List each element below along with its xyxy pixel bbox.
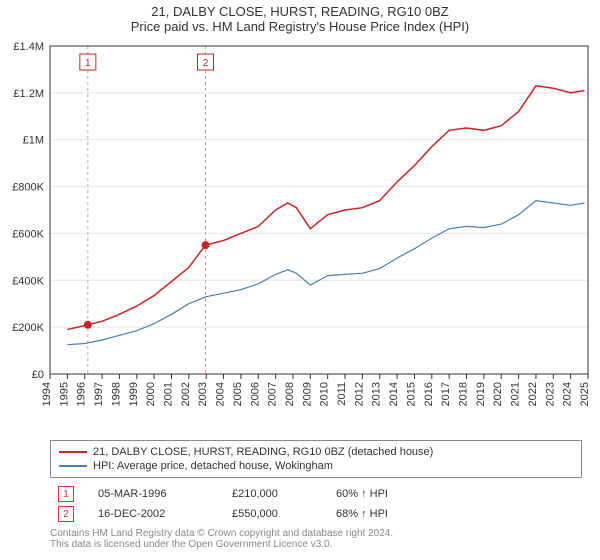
chart-subtitle: Price paid vs. HM Land Registry's House … (0, 19, 600, 36)
svg-text:£200K: £200K (12, 322, 44, 334)
chart-area: £0 £200K £400K £600K £800K £1M £1.2M £1.4M 1994 1… (0, 36, 600, 436)
svg-text:£400K: £400K (12, 275, 44, 287)
legend-item: HPI: Average price, detached house, Woki… (59, 459, 573, 473)
sale-badge: 1 (58, 486, 74, 502)
svg-text:2013: 2013 (371, 382, 383, 406)
svg-text:2000: 2000 (145, 382, 157, 406)
svg-text:2025: 2025 (579, 382, 591, 406)
sale-relative: 60% ↑ HPI (336, 488, 426, 500)
sale-date: 05-MAR-1996 (98, 488, 208, 500)
sale-row: 2 16-DEC-2002 £550,000 68% ↑ HPI (58, 504, 574, 524)
svg-text:£1M: £1M (23, 135, 44, 147)
svg-text:1999: 1999 (128, 382, 140, 406)
sale-row: 1 05-MAR-1996 £210,000 60% ↑ HPI (58, 484, 574, 504)
svg-text:£1.4M: £1.4M (13, 41, 44, 53)
attribution: Contains HM Land Registry data © Crown c… (50, 528, 582, 550)
svg-text:2001: 2001 (162, 382, 174, 406)
sale-date: 16-DEC-2002 (98, 508, 208, 520)
svg-text:2003: 2003 (197, 382, 209, 406)
svg-text:2012: 2012 (353, 382, 365, 406)
legend: 21, DALBY CLOSE, HURST, READING, RG10 0B… (50, 440, 582, 478)
svg-text:2006: 2006 (249, 382, 261, 406)
svg-text:2023: 2023 (544, 382, 556, 406)
svg-text:2004: 2004 (215, 382, 227, 406)
attribution-line1: Contains HM Land Registry data © Crown c… (50, 528, 582, 539)
svg-text:2014: 2014 (388, 382, 400, 406)
sale-price: £550,000 (232, 508, 312, 520)
chart-title: 21, DALBY CLOSE, HURST, READING, RG10 0B… (0, 0, 600, 19)
svg-text:1996: 1996 (76, 382, 88, 406)
svg-text:1997: 1997 (93, 382, 105, 406)
svg-text:1: 1 (85, 58, 91, 69)
svg-text:2011: 2011 (336, 382, 348, 406)
svg-text:2005: 2005 (232, 382, 244, 406)
attribution-line2: This data is licensed under the Open Gov… (50, 539, 582, 550)
svg-text:£800K: £800K (12, 182, 44, 194)
sales-table: 1 05-MAR-1996 £210,000 60% ↑ HPI 2 16-DEC-200… (50, 482, 582, 526)
svg-text:1998: 1998 (110, 382, 122, 406)
svg-text:1994: 1994 (41, 382, 53, 406)
legend-label: 21, DALBY CLOSE, HURST, READING, RG10 0B… (93, 446, 433, 458)
svg-text:2018: 2018 (458, 382, 470, 406)
svg-text:1995: 1995 (58, 382, 70, 406)
legend-swatch (59, 451, 87, 453)
svg-text:2020: 2020 (492, 382, 504, 406)
svg-text:2009: 2009 (301, 382, 313, 406)
svg-text:2019: 2019 (475, 382, 487, 406)
chart-svg: £0 £200K £400K £600K £800K £1M £1.2M £1.4M 1994 1… (0, 36, 600, 436)
svg-text:2016: 2016 (423, 382, 435, 406)
sale-price: £210,000 (232, 488, 312, 500)
sale-badge: 2 (58, 506, 74, 522)
legend-swatch (59, 465, 87, 467)
svg-text:£1.2M: £1.2M (13, 88, 44, 100)
sale-relative: 68% ↑ HPI (336, 508, 426, 520)
svg-text:2021: 2021 (510, 382, 522, 406)
svg-text:2007: 2007 (267, 382, 279, 406)
svg-text:2017: 2017 (440, 382, 452, 406)
svg-text:£0: £0 (32, 369, 44, 381)
svg-text:£600K: £600K (12, 228, 44, 240)
legend-label: HPI: Average price, detached house, Woki… (93, 460, 333, 472)
svg-text:2015: 2015 (405, 382, 417, 406)
legend-item: 21, DALBY CLOSE, HURST, READING, RG10 0B… (59, 445, 573, 459)
svg-text:2022: 2022 (527, 382, 539, 406)
svg-text:2024: 2024 (562, 382, 574, 406)
svg-text:2008: 2008 (284, 382, 296, 406)
svg-text:2010: 2010 (319, 382, 331, 406)
svg-text:2002: 2002 (180, 382, 192, 406)
svg-text:2: 2 (203, 58, 209, 69)
